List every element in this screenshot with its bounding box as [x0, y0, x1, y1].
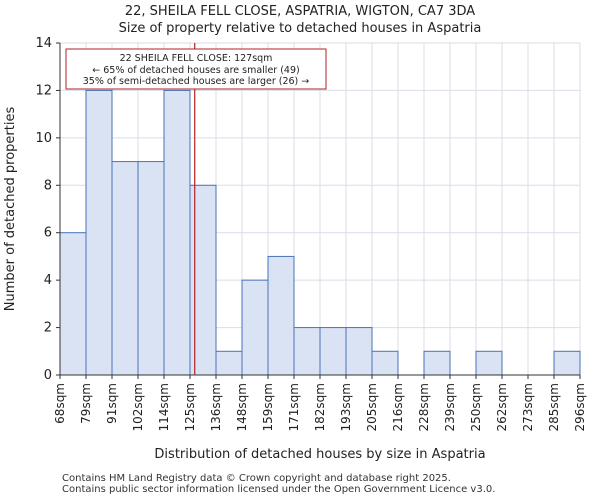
- chart-subtitle: Size of property relative to detached ho…: [118, 21, 482, 36]
- chart-title: 22, SHEILA FELL CLOSE, ASPATRIA, WIGTON,…: [124, 4, 476, 19]
- annotation-line-2: ← 65% of detached houses are smaller (49…: [92, 65, 299, 76]
- bar-159sqm: [267, 255, 295, 376]
- bar-285sqm: [553, 350, 581, 376]
- bar-102sqm: [137, 161, 165, 376]
- annotation-box: [65, 48, 327, 90]
- x-tick-label: 273sqm: [521, 383, 535, 431]
- x-tick-label: 216sqm: [391, 383, 405, 431]
- x-tick-label: 228sqm: [417, 383, 431, 431]
- bar-182sqm: [319, 327, 347, 376]
- x-tick-label: 148sqm: [235, 383, 249, 431]
- footer-line-2: Contains public sector information licen…: [62, 484, 496, 495]
- y-axis-label: Number of detached properties: [3, 107, 18, 312]
- y-tick-label: 12: [35, 83, 52, 98]
- y-tick-label: 4: [44, 273, 52, 288]
- x-tick-label: 136sqm: [209, 383, 223, 431]
- x-tick-label: 114sqm: [157, 383, 171, 431]
- bar-68sqm: [59, 232, 87, 376]
- x-tick-label: 91sqm: [105, 383, 119, 424]
- y-tick-label: 6: [44, 226, 52, 241]
- x-tick-label: 205sqm: [365, 383, 379, 431]
- bar-91sqm: [111, 161, 139, 376]
- x-tick-label: 79sqm: [79, 383, 93, 424]
- x-tick-label: 159sqm: [261, 383, 275, 431]
- y-tick-label: 8: [44, 178, 52, 193]
- bar-171sqm: [293, 327, 321, 376]
- annotation-line-3: 35% of semi-detached houses are larger (…: [83, 76, 310, 87]
- x-tick-label: 250sqm: [469, 383, 483, 431]
- x-tick-label: 102sqm: [131, 383, 145, 431]
- y-tick-label: 2: [44, 321, 52, 336]
- annotation-line-1: 22 SHEILA FELL CLOSE: 127sqm: [120, 53, 273, 64]
- x-tick-label: 193sqm: [339, 383, 353, 431]
- bar-250sqm: [475, 350, 503, 376]
- x-tick-label: 239sqm: [443, 383, 457, 431]
- x-tick-label: 68sqm: [53, 383, 67, 424]
- x-tick-label: 262sqm: [495, 383, 509, 431]
- x-tick-label: 182sqm: [313, 383, 327, 431]
- y-tick-label: 10: [35, 131, 52, 146]
- y-tick-label: 14: [35, 36, 52, 51]
- x-tick-label: 296sqm: [573, 383, 587, 431]
- bar-136sqm: [215, 350, 243, 376]
- y-tick-label: 0: [44, 368, 52, 383]
- x-tick-label: 125sqm: [183, 383, 197, 431]
- bar-125sqm: [189, 184, 217, 376]
- x-tick-label: 171sqm: [287, 383, 301, 431]
- bar-228sqm: [423, 350, 451, 376]
- x-tick-label: 285sqm: [547, 383, 561, 431]
- bar-114sqm: [163, 89, 191, 376]
- footer-line-1: Contains HM Land Registry data © Crown c…: [62, 473, 451, 484]
- bar-148sqm: [241, 279, 269, 376]
- bar-193sqm: [345, 327, 373, 376]
- bar-79sqm: [85, 89, 113, 376]
- bar-205sqm: [371, 350, 399, 376]
- x-axis-label: Distribution of detached houses by size …: [154, 447, 485, 462]
